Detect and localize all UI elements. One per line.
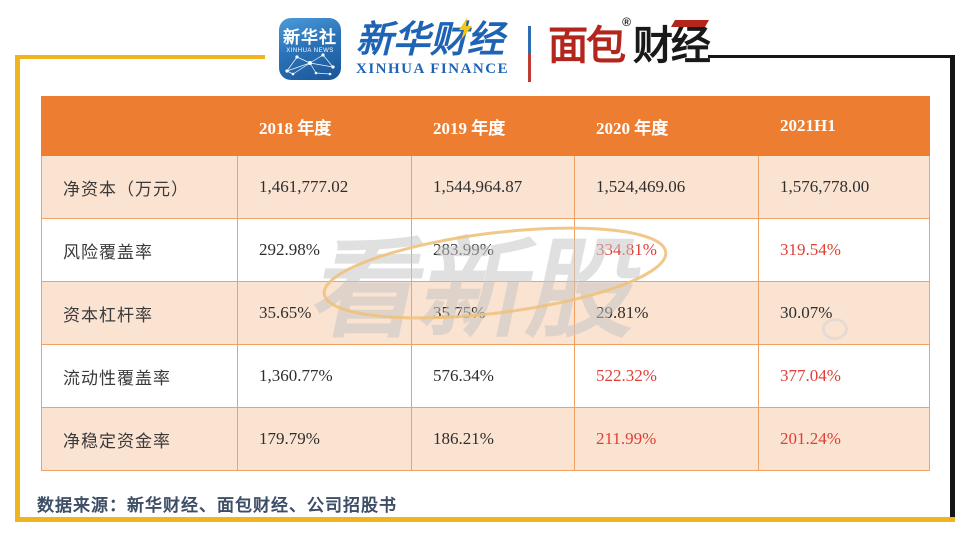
column-header-2018: 2018 年度 [237,96,412,156]
network-constellation-icon [285,53,335,76]
table-cell: 283.99% [411,218,575,282]
table-cell-highlighted: 201.24% [758,407,930,471]
table-cell: 35.65% [237,281,412,345]
column-header-2021h1: 2021H1 [758,96,930,156]
xinhua-news-logo: 新华社 XINHUA NEWS [279,18,341,80]
table-cell: 1,360.77% [237,344,412,408]
frame-border-right [950,55,955,517]
table-cell-highlighted: 522.32% [574,344,759,408]
xinhua-finance-caption: XINHUA FINANCE [356,61,510,77]
table-row-capital-leverage: 资本杠杆率 35.65% 35.75% 29.81% 30.07% [41,281,930,345]
mianbao-finance-logo: 面包®财经 [548,16,711,68]
table-cell: 29.81% [574,281,759,345]
table-cell: 576.34% [411,344,575,408]
column-header-2020: 2020 年度 [574,96,759,156]
frame-border-top-right [708,55,955,58]
column-header-2019: 2019 年度 [411,96,575,156]
table-row-net-stable-funding: 净稳定资金率 179.79% 186.21% 211.99% 201.24% [41,407,930,471]
table-row-net-capital: 净资本（万元） 1,461,777.02 1,544,964.87 1,524,… [41,155,930,219]
source-note: 数据来源：新华财经、面包财经、公司招股书 [37,496,397,515]
table-cell: 1,544,964.87 [411,155,575,219]
lightning-icon [459,18,473,40]
table-cell-highlighted: 334.81% [574,218,759,282]
row-label: 净资本（万元） [41,155,238,219]
xinhua-news-subtitle: XINHUA NEWS [286,48,334,54]
table-cell: 186.21% [411,407,575,471]
row-label: 流动性覆盖率 [41,344,238,408]
table-cell: 1,461,777.02 [237,155,412,219]
table-cell: 1,524,469.06 [574,155,759,219]
frame-border-top-left [15,55,265,59]
xinhua-finance-script: 新华财经 [356,18,509,61]
xinhua-finance-script-text: 新华财经 [356,20,504,61]
table-row-liquidity-coverage: 流动性覆盖率 1,360.77% 576.34% 522.32% 377.04% [41,344,930,408]
row-label: 资本杠杆率 [41,281,238,345]
table-header-row: 2018 年度 2019 年度 2020 年度 2021H1 [41,96,930,156]
row-label: 净稳定资金率 [41,407,238,471]
brand-header: 新华社 XINHUA NEWS 新华财经 [279,13,711,82]
table-cell: 35.75% [411,281,575,345]
logo-divider [528,26,532,82]
xinhua-finance-logo: 新华财经 XINHUA FINANCE [356,18,510,78]
metrics-table: 2018 年度 2019 年度 2020 年度 2021H1 净资本（万元） 1… [41,96,930,471]
table-cell: 30.07% [758,281,930,345]
mianbao-red-text: 面包 [548,24,626,68]
table-cell: 1,576,778.00 [758,155,930,219]
table-cell-highlighted: 377.04% [758,344,930,408]
row-label: 风险覆盖率 [41,218,238,282]
table-cell: 179.79% [237,407,412,471]
xinhua-news-title: 新华社 [283,28,337,47]
table-cell-highlighted: 319.54% [758,218,930,282]
table-row-risk-coverage: 风险覆盖率 292.98% 283.99% 334.81% 319.54% [41,218,930,282]
mianbao-black-text: 财经 [632,24,711,68]
frame-border-left [15,55,20,522]
table-cell-highlighted: 211.99% [574,407,759,471]
frame-border-bottom [15,517,955,522]
registered-mark-icon: ® [622,15,631,29]
table-cell: 292.98% [237,218,412,282]
corner-cell [41,96,238,156]
